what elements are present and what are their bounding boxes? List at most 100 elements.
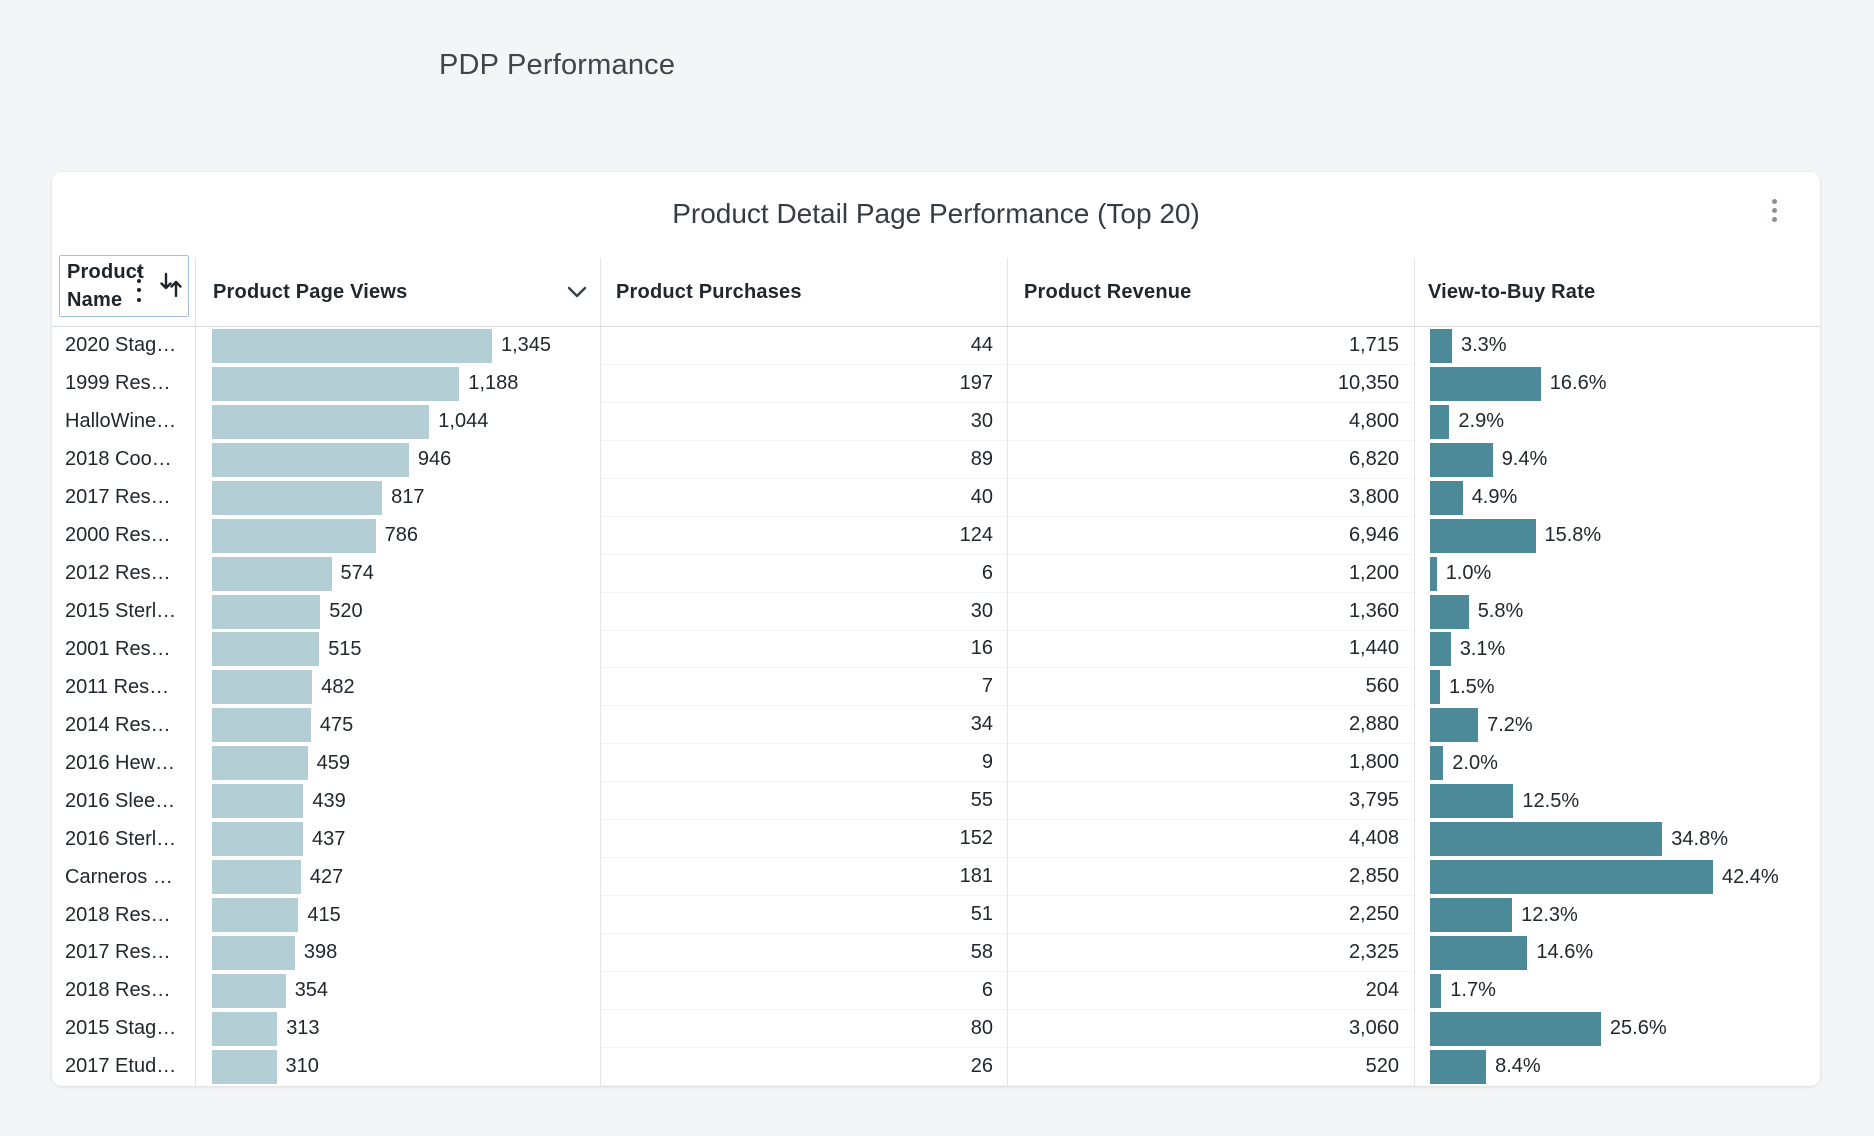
product-name-cell: 2015 Stag… (65, 1017, 177, 1040)
table-row: 2020 Stag… 1,345 44 1,715 3.3% (52, 327, 1820, 365)
page-views-cell: 415 (195, 896, 600, 934)
page-views-cell: 354 (195, 972, 600, 1010)
revenue-cell: 1,715 (1007, 327, 1414, 365)
rate-bar (1430, 860, 1713, 895)
page-views-cell: 427 (195, 858, 600, 896)
revenue-cell: 4,800 (1007, 403, 1414, 441)
product-name-cell: HalloWine… (65, 410, 177, 433)
revenue-cell: 6,946 (1007, 517, 1414, 555)
page-views-value: 1,345 (501, 334, 552, 357)
product-name-cell: 2000 Res… (65, 524, 171, 547)
rate-cell: 7.2% (1414, 706, 1820, 744)
table-row: 2018 Res… 415 51 2,250 12.3% (52, 896, 1820, 934)
revenue-cell: 1,200 (1007, 555, 1414, 593)
page-views-bar (212, 480, 383, 515)
rate-value: 8.4% (1495, 1055, 1541, 1078)
page-views-cell: 817 (195, 479, 600, 517)
page-views-cell: 946 (195, 441, 600, 479)
rate-bar (1430, 366, 1541, 401)
page-views-value: 482 (321, 675, 355, 698)
sort-arrows-icon[interactable] (158, 270, 184, 300)
table-row: 2016 Sterl… 437 152 4,408 34.8% (52, 820, 1820, 859)
page-views-bar (212, 822, 303, 857)
page-views-value: 520 (329, 600, 363, 623)
page-views-cell: 310 (195, 1048, 600, 1086)
column-menu-icon[interactable] (137, 269, 141, 302)
page-title: PDP Performance (439, 49, 676, 81)
rate-cell: 9.4% (1414, 441, 1820, 479)
page-views-bar (212, 898, 299, 933)
table-row: 2000 Res… 786 124 6,946 15.8% (52, 517, 1820, 555)
column-header-label: View-to-Buy Rate (1428, 280, 1596, 303)
rate-value: 2.9% (1458, 410, 1504, 433)
page-views-bar (212, 442, 409, 477)
table-row: 1999 Res… 1,188 197 10,350 16.6% (52, 365, 1820, 403)
rate-bar (1430, 404, 1450, 439)
column-header-page-views[interactable]: Product Page Views (195, 258, 600, 326)
rate-bar (1430, 632, 1451, 667)
purchases-cell: 55 (600, 782, 1007, 821)
chevron-down-icon[interactable] (567, 286, 587, 298)
page-views-cell: 482 (195, 668, 600, 706)
card-title: Product Detail Page Performance (Top 20) (672, 198, 1200, 229)
purchases-cell: 80 (600, 1010, 1007, 1048)
rate-cell: 1.0% (1414, 555, 1820, 593)
page-views-value: 475 (319, 713, 354, 736)
rate-cell: 3.1% (1414, 631, 1820, 669)
rate-cell: 15.8% (1414, 517, 1820, 555)
purchases-cell: 124 (600, 517, 1007, 555)
revenue-cell: 1,440 (1007, 631, 1414, 669)
page-views-bar (212, 328, 492, 363)
rate-cell: 14.6% (1414, 934, 1820, 972)
revenue-cell: 3,060 (1007, 1010, 1414, 1048)
rate-cell: 42.4% (1414, 858, 1820, 896)
purchases-cell: 58 (600, 934, 1007, 972)
product-name-cell: 2016 Hew… (65, 751, 176, 774)
page-views-value: 398 (303, 941, 338, 964)
column-divider (195, 258, 196, 1086)
column-header-label: Product Purchases (616, 280, 802, 303)
page-views-value: 415 (307, 903, 341, 926)
purchases-cell: 30 (600, 593, 1007, 631)
rate-value: 3.1% (1459, 637, 1506, 660)
revenue-cell: 1,360 (1007, 593, 1414, 631)
product-name-sort-box[interactable]: Product Name (59, 255, 189, 317)
rate-bar (1430, 898, 1513, 933)
rate-bar (1430, 708, 1479, 743)
page-views-value: 946 (417, 448, 452, 471)
page-views-cell: 574 (195, 555, 600, 593)
rate-value: 34.8% (1671, 827, 1729, 850)
page-views-bar (212, 1049, 277, 1084)
column-header-label: Product Revenue (1024, 280, 1192, 303)
product-name-cell: 2018 Res… (65, 903, 171, 926)
product-name-cell: 2016 Slee… (65, 789, 176, 812)
column-header-purchases[interactable]: Product Purchases (600, 258, 1007, 326)
rate-value: 9.4% (1501, 448, 1548, 471)
page-views-value: 439 (312, 789, 346, 812)
page-views-bar (212, 594, 321, 629)
page-views-bar (212, 518, 376, 553)
revenue-cell: 520 (1007, 1048, 1414, 1086)
page-views-value: 313 (286, 1017, 320, 1040)
table-row: 2017 Etud… 310 26 520 8.4% (52, 1048, 1820, 1086)
revenue-cell: 2,850 (1007, 858, 1414, 897)
purchases-cell: 30 (600, 403, 1007, 441)
rate-bar (1430, 1049, 1487, 1084)
purchases-cell: 26 (600, 1048, 1007, 1086)
product-name-cell: 2017 Res… (65, 486, 171, 509)
rate-value: 12.3% (1521, 903, 1578, 926)
column-header-rate[interactable]: View-to-Buy Rate (1414, 258, 1820, 326)
rate-bar (1430, 480, 1463, 515)
table-row: 2017 Res… 817 40 3,800 4.9% (52, 479, 1820, 517)
rate-value: 1.0% (1445, 562, 1492, 585)
column-header-revenue[interactable]: Product Revenue (1007, 258, 1414, 326)
column-header-product-name[interactable]: Product Name (52, 255, 195, 326)
table-row: 2011 Res… 482 7 560 1.5% (52, 668, 1820, 707)
rate-cell: 1.5% (1414, 668, 1820, 706)
revenue-cell: 4,408 (1007, 820, 1414, 859)
table-row: 2017 Res… 398 58 2,325 14.6% (52, 934, 1820, 972)
product-name-cell: 2017 Etud… (65, 1055, 177, 1078)
page-views-value: 786 (384, 524, 418, 547)
page-views-value: 427 (309, 865, 344, 888)
card-menu-kebab-icon[interactable] (1768, 195, 1781, 226)
